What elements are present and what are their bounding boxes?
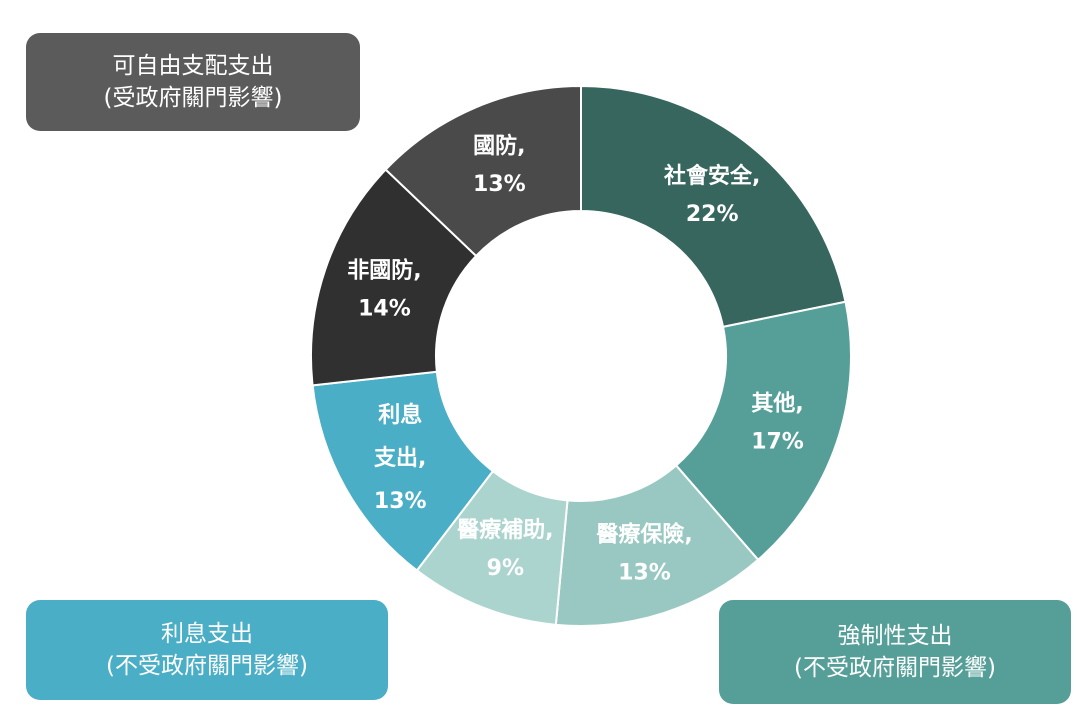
slice-category-label: 社會安全, xyxy=(664,163,760,189)
donut-slice-1 xyxy=(674,300,852,562)
slice-category-label: 醫療保險, xyxy=(596,522,692,548)
mandatory-spending-legend-box: 強制性支出 (不受政府關門影響) xyxy=(719,600,1071,704)
interest-title: 利息支出 xyxy=(161,621,253,647)
slice-value-label: 13% xyxy=(618,561,671,586)
donut-slice-6 xyxy=(384,84,582,258)
slice-value-label: 22% xyxy=(686,202,739,227)
slice-label-group-6: 國防, 13% xyxy=(473,134,526,197)
slice-value-label: 9% xyxy=(487,556,524,581)
slice-category-label: 利息 xyxy=(378,402,422,428)
mandatory-title: 強制性支出 xyxy=(837,623,953,649)
donut-slice-5 xyxy=(310,168,478,387)
discretionary-title: 可自由支配支出 xyxy=(112,53,274,79)
slice-label-group-5: 非國防, 14% xyxy=(347,258,421,321)
slice-category-label: 非國防, xyxy=(347,258,421,283)
slice-value-label: 14% xyxy=(358,296,411,321)
slice-value-label: 13% xyxy=(374,489,427,514)
discretionary-note: (受政府關門影響) xyxy=(103,85,283,111)
slice-category-label: 醫療補助, xyxy=(457,517,553,543)
mandatory-note: (不受政府關門影響) xyxy=(794,655,996,681)
interest-spending-legend-box: 利息支出 (不受政府關門影響) xyxy=(26,600,388,700)
slice-value-label: 17% xyxy=(751,430,804,455)
discretionary-spending-legend-box: 可自由支配支出 (受政府關門影響) xyxy=(26,33,360,131)
slice-category-label: 其他, xyxy=(751,392,803,417)
donut-slice-0 xyxy=(580,84,847,329)
slice-category-label: 國防, xyxy=(473,134,525,159)
slice-label-group-2: 醫療保險, 13% xyxy=(596,522,692,586)
slice-label-group-4: 利息支出, 13% xyxy=(374,402,427,514)
slice-label-group-0: 社會安全, 22% xyxy=(664,163,760,227)
slice-label-group-3: 醫療補助, 9% xyxy=(457,517,553,581)
slice-value-label: 13% xyxy=(473,172,526,197)
slice-label-group-1: 其他, 17% xyxy=(751,392,804,455)
slice-category-label: 支出, xyxy=(374,446,426,471)
interest-note: (不受政府關門影響) xyxy=(106,653,308,679)
